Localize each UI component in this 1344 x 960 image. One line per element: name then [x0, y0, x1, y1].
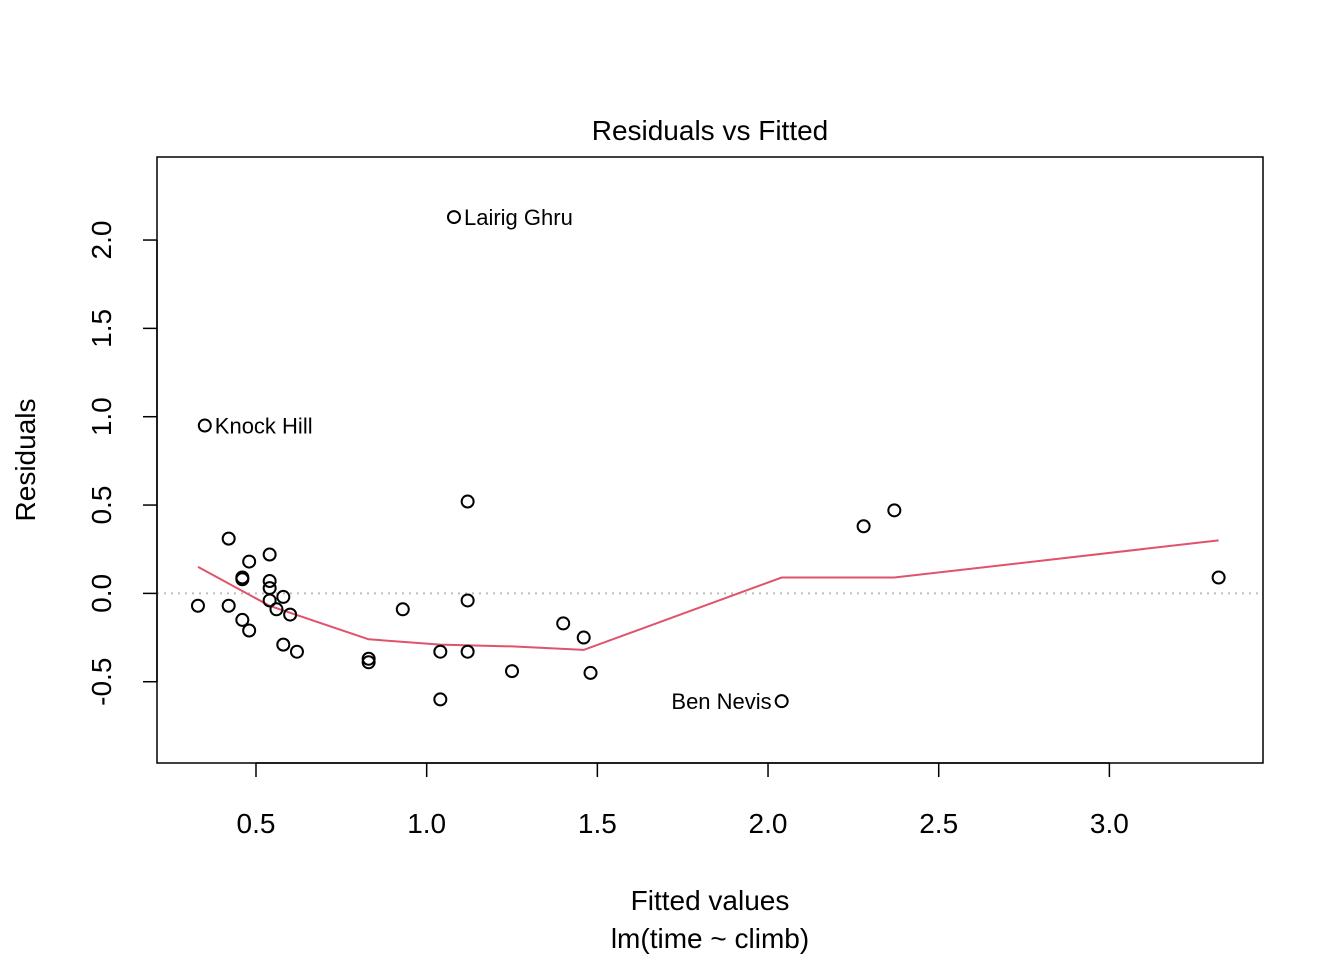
data-point — [289, 644, 304, 659]
y-tick-label: 0.0 — [86, 574, 117, 613]
data-point — [262, 574, 277, 589]
data-point — [856, 519, 871, 534]
data-point — [460, 593, 475, 608]
data-point — [583, 665, 598, 680]
smooth-fit-line — [197, 539, 1219, 651]
x-tick-label: 3.0 — [1090, 808, 1129, 839]
data-point — [276, 637, 291, 652]
x-tick-label: 1.0 — [407, 808, 446, 839]
y-tick-label: 1.5 — [86, 309, 117, 348]
chart-title: Residuals vs Fitted — [592, 115, 829, 146]
point-label: Knock Hill — [215, 414, 313, 439]
data-point — [1211, 570, 1226, 585]
data-point — [235, 570, 250, 585]
y-axis-label: Residuals — [10, 399, 41, 522]
data-point — [221, 531, 236, 546]
data-point — [433, 692, 448, 707]
x-tick-label: 0.5 — [237, 808, 276, 839]
data-point — [197, 418, 212, 433]
x-axis-subtitle: lm(time ~ climb) — [611, 923, 809, 954]
data-point — [283, 607, 298, 622]
y-tick-label: 0.5 — [86, 486, 117, 525]
data-point — [262, 581, 277, 596]
data-point — [446, 210, 461, 225]
data-point — [774, 694, 789, 709]
data-point — [262, 547, 277, 562]
point-label: Lairig Ghru — [464, 205, 573, 230]
data-point — [505, 664, 520, 679]
y-tick-label: 1.0 — [86, 397, 117, 436]
x-tick-label: 2.0 — [749, 808, 788, 839]
data-point — [242, 623, 257, 638]
data-point — [395, 602, 410, 617]
data-point — [276, 589, 291, 604]
point-label: Ben Nevis — [671, 689, 771, 714]
data-point — [887, 503, 902, 518]
data-point — [460, 494, 475, 509]
data-point — [242, 554, 257, 569]
data-point — [269, 602, 284, 617]
data-point — [576, 630, 591, 645]
data-point — [433, 644, 448, 659]
data-point — [235, 612, 250, 627]
data-point — [556, 616, 571, 631]
data-point — [262, 593, 277, 608]
plot-area-border — [156, 156, 1264, 764]
x-axis-label: Fitted values — [631, 885, 790, 916]
data-point — [460, 644, 475, 659]
x-tick-label: 2.5 — [919, 808, 958, 839]
y-tick-label: 2.0 — [86, 221, 117, 260]
x-tick-label: 1.5 — [578, 808, 617, 839]
data-point — [190, 598, 205, 613]
data-point — [361, 655, 376, 670]
y-tick-label: -0.5 — [86, 658, 117, 706]
data-point — [221, 598, 236, 613]
